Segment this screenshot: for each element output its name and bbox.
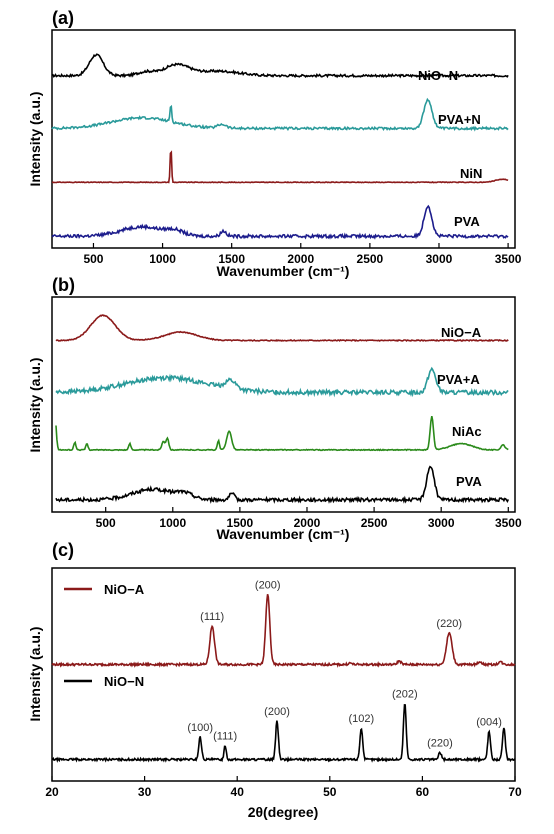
label-pva-n: PVA+N [438,112,481,127]
x-tick-label: 70 [508,785,522,799]
label-nio-a: NiO−A [441,325,482,340]
series-line-nin [51,150,509,184]
peak-label: (111) [213,731,237,743]
panel-c: (c) Intensity (a.u.) 2θ(degree) 20 30 40 50… [27,540,522,820]
series-line-pva [55,465,510,504]
peak-label: (202) [392,689,418,701]
legend-nio-n: NiO−N [104,674,144,689]
x-tick-label: 3000 [426,252,453,266]
x-tick-label: 40 [231,785,245,799]
x-tick-label: 500 [83,252,103,266]
x-tick-label: 1500 [218,252,245,266]
panel-b: (b) Intensity (a.u.) Wavenumber (cm⁻¹) 5… [27,275,522,542]
x-tick-label: 1000 [149,252,176,266]
peak-label: (004) [476,717,502,729]
series-line-niac [55,415,509,452]
panel-b-frame [51,296,516,513]
label-niac: NiAc [452,424,482,439]
panel-a-ylabel: Intensity (a.u.) [27,92,43,187]
panel-c-ticks: 20 30 40 50 60 70 [45,776,522,799]
panel-a-label: (a) [52,8,74,28]
series-line-pva-n [51,97,509,132]
label-pva-b: PVA [456,474,482,489]
x-tick-label: 2500 [357,252,384,266]
panel-c-curves [51,593,516,763]
panel-b-label: (b) [52,275,75,295]
series-line-nio-n [51,53,509,79]
panel-a-xlabel: Wavenumber (cm⁻¹) [217,263,350,279]
peak-label: (100) [187,722,213,734]
x-tick-label: 1500 [227,516,254,530]
x-tick-label: 20 [45,785,59,799]
panel-b-ticks: 500 1000 1500 2000 2500 3000 3500 [96,507,522,530]
panel-a-curves [51,53,509,240]
label-pva-a-b: PVA+A [437,372,480,387]
x-tick-label: 3000 [428,516,455,530]
x-tick-label: 60 [416,785,430,799]
panel-c-xlabel: 2θ(degree) [248,804,319,820]
series-line-pva [51,204,509,240]
panel-a: (a) Intensity (a.u.) Wavenumber (cm⁻¹) 5… [27,8,522,279]
peak-label: (102) [348,713,374,725]
x-tick-label: 2000 [287,252,314,266]
x-tick-label: 3500 [495,252,522,266]
panel-c-peak-labels: (111)(200)(220)(100)(111)(200)(102)(202)… [187,580,502,750]
panel-a-frame [51,29,516,249]
x-tick-label: 2500 [361,516,388,530]
peak-label: (220) [427,738,453,750]
x-tick-label: 50 [323,785,337,799]
panel-c-label: (c) [52,540,74,560]
series-line-nio-a [55,314,509,342]
x-tick-label: 500 [96,516,116,530]
panel-b-ylabel: Intensity (a.u.) [27,358,43,453]
legend-nio-a: NiO−A [104,582,145,597]
x-tick-label: 1000 [159,516,186,530]
series-line-nio-n [51,703,516,763]
peak-label: (111) [200,611,224,623]
peak-label: (200) [264,706,290,718]
x-tick-label: 3500 [495,516,522,530]
label-pva-a: PVA [454,214,480,229]
x-tick-label: 30 [138,785,152,799]
panel-b-curves [55,314,510,504]
panel-b-xlabel: Wavenumber (cm⁻¹) [217,526,350,542]
series-line-pva-a [55,366,509,398]
x-tick-label: 2000 [294,516,321,530]
series-line-nio-a [51,593,516,668]
peak-label: (220) [436,618,462,630]
label-nio-n: NiO−N [418,68,458,83]
panel-c-frame [51,567,516,782]
panel-a-ticks: 500 1000 1500 2000 2500 3000 3500 [83,243,522,266]
label-nin: NiN [460,166,482,181]
panel-c-ylabel: Intensity (a.u.) [27,627,43,722]
peak-label: (200) [255,580,281,592]
